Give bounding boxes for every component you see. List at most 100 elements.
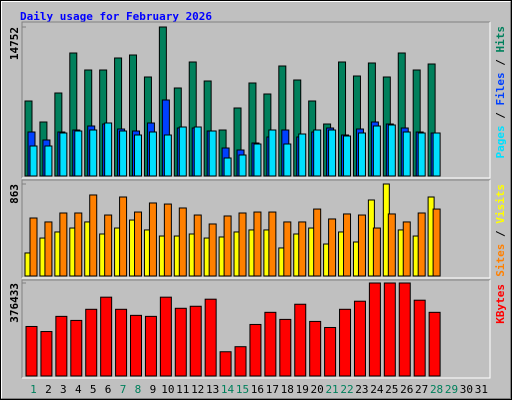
- bar: [59, 132, 68, 177]
- bar: [148, 131, 157, 177]
- bar: [55, 315, 68, 377]
- bar: [279, 318, 292, 377]
- bar: [353, 300, 366, 377]
- bar: [148, 202, 157, 277]
- x-tick-label: 22: [340, 383, 353, 396]
- bar: [387, 124, 396, 177]
- bar: [89, 194, 98, 277]
- bar: [298, 133, 307, 177]
- bar: [357, 132, 366, 177]
- x-tick-label: 8: [135, 383, 142, 396]
- x-tick-label: 16: [251, 383, 264, 396]
- bar: [178, 126, 187, 177]
- bar: [159, 296, 172, 377]
- bar: [309, 320, 322, 377]
- bar: [413, 299, 426, 377]
- x-tick-label: 15: [236, 383, 249, 396]
- x-tick-label: 24: [370, 383, 384, 396]
- bar: [193, 214, 202, 277]
- bar: [163, 134, 172, 177]
- bar: [104, 214, 113, 277]
- bar: [343, 135, 352, 177]
- x-tick-label: 26: [400, 383, 413, 396]
- bar: [208, 223, 217, 277]
- y-tick-label: 14752: [8, 27, 21, 60]
- bar: [100, 296, 113, 377]
- bar: [238, 154, 247, 177]
- bar: [328, 129, 337, 177]
- bar: [298, 221, 307, 277]
- bar: [268, 129, 277, 177]
- bar: [398, 282, 411, 377]
- panel-edge: [22, 22, 491, 179]
- x-tick-label: 25: [385, 383, 398, 396]
- bar: [264, 311, 277, 377]
- x-tick-label: 17: [266, 383, 279, 396]
- legend-separator: /: [494, 53, 507, 73]
- bar: [219, 351, 232, 377]
- bar: [25, 325, 38, 377]
- x-tick-label: 30: [460, 383, 473, 396]
- legend: Sites / Visits: [494, 184, 507, 277]
- bar: [74, 212, 83, 277]
- bar: [357, 214, 366, 277]
- bar: [387, 213, 396, 277]
- bar: [313, 208, 322, 277]
- x-tick-label: 6: [105, 383, 112, 396]
- x-tick-label: 27: [415, 383, 428, 396]
- bar: [29, 145, 38, 177]
- x-tick-label: 28: [430, 383, 443, 396]
- bar: [343, 213, 352, 277]
- legend-entry: KBytes: [494, 284, 507, 324]
- bar: [372, 125, 381, 177]
- x-tick-label: 29: [445, 383, 458, 396]
- bar: [204, 298, 217, 377]
- x-tick-label: 10: [161, 383, 174, 396]
- bar: [294, 303, 307, 377]
- legend: KBytes: [494, 284, 507, 324]
- bar: [324, 326, 337, 377]
- bar: [119, 196, 128, 277]
- panel-edge: [22, 180, 491, 279]
- bar: [432, 132, 441, 177]
- bar: [208, 130, 217, 177]
- legend-entry: Files: [494, 72, 507, 105]
- legend-entry: Sites: [494, 244, 507, 277]
- legend: Pages / Files / Hits: [494, 26, 507, 159]
- panel-edge: [21, 179, 490, 278]
- legend-separator: /: [494, 224, 507, 244]
- bar: [134, 211, 143, 277]
- panel-edge: [21, 21, 490, 178]
- x-tick-label: 23: [355, 383, 368, 396]
- bar: [178, 207, 187, 277]
- panel-edge: [22, 280, 491, 379]
- chart-title: Daily usage for February 2026: [20, 10, 212, 23]
- y-tick-label: 376433: [8, 283, 21, 323]
- x-tick-label: 31: [475, 383, 488, 396]
- x-tick-label: 5: [90, 383, 97, 396]
- legend-entry: Pages: [494, 125, 507, 158]
- bar: [339, 308, 352, 377]
- bar: [89, 129, 98, 177]
- bar: [238, 212, 247, 277]
- x-tick-label: 7: [120, 383, 127, 396]
- bar: [417, 212, 426, 277]
- bar: [249, 323, 262, 377]
- bar: [253, 143, 262, 177]
- bar: [130, 314, 143, 377]
- bar: [163, 203, 172, 277]
- bar: [104, 122, 113, 177]
- bar: [119, 130, 128, 177]
- bar: [174, 307, 187, 377]
- bar: [372, 227, 381, 277]
- x-tick-label: 11: [176, 383, 189, 396]
- bar: [234, 346, 247, 377]
- x-tick-label: 4: [75, 383, 82, 396]
- bar: [70, 319, 83, 377]
- bar: [313, 129, 322, 177]
- bar: [189, 305, 202, 377]
- x-tick-label: 21: [325, 383, 338, 396]
